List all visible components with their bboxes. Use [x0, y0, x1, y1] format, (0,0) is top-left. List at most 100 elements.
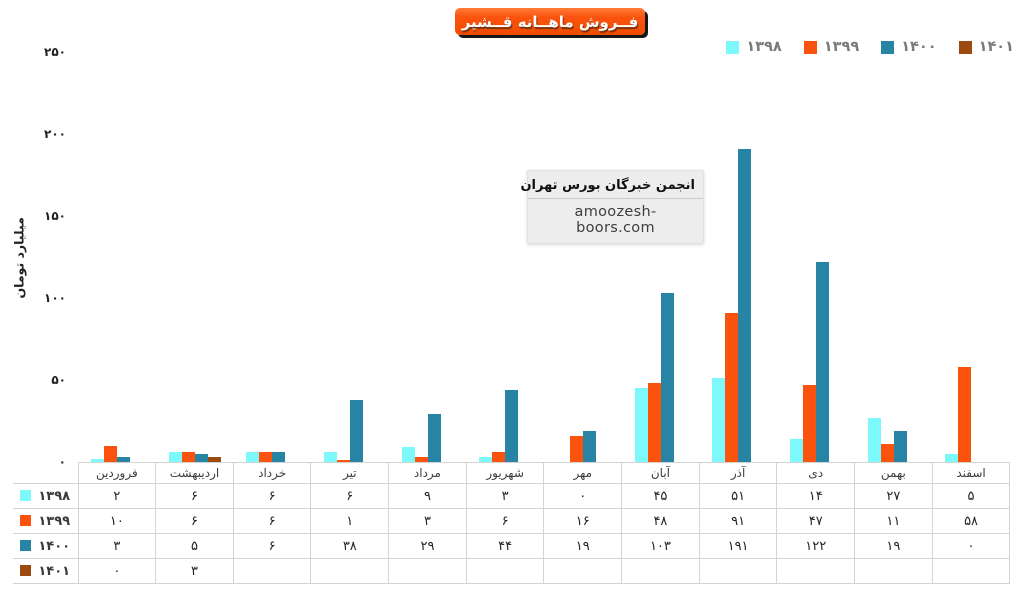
chart-title: فــروش ماهــانه قــشیر: [461, 12, 639, 31]
bar: [867, 417, 881, 462]
bar: [492, 452, 506, 462]
month-header-cell: آذر: [698, 462, 778, 484]
value-cell: ۱۱: [854, 508, 933, 534]
bar: [802, 384, 816, 462]
watermark-box: انجمن خبرگان بورس تهران amoozesh-boors.c…: [520, 170, 704, 244]
value-cell: ۱۰: [77, 508, 157, 534]
value-cell: ۱۹۱: [698, 533, 778, 559]
value-cell: ۵: [931, 483, 1011, 509]
year-label-text: ۱۳۹۹: [38, 513, 71, 529]
bar: [259, 452, 273, 462]
y-axis-tick-label: ۲۰۰: [44, 127, 66, 141]
watermark-url: amoozesh-boors.com: [574, 204, 657, 236]
y-axis-tick-label: ۵۰: [51, 373, 66, 387]
bar: [880, 443, 894, 462]
y-axis-tick-label: ۱۵۰: [44, 209, 66, 223]
bar: [634, 388, 648, 462]
value-cell: ۵۸: [931, 508, 1011, 534]
bar: [246, 452, 260, 462]
year-swatch-icon: [20, 489, 32, 501]
value-cell: ۱: [310, 508, 390, 534]
bar: [712, 378, 726, 462]
bar: [647, 383, 661, 462]
bar: [116, 457, 130, 462]
bar: [207, 457, 221, 462]
month-header-cell: اسفند: [931, 462, 1011, 484]
bar: [738, 148, 752, 462]
value-cell: ۰: [543, 483, 623, 509]
bar: [945, 453, 959, 462]
value-cell: ۳: [388, 508, 467, 534]
bar: [427, 414, 441, 462]
bar: [181, 452, 195, 462]
value-cell: ۴۷: [776, 508, 856, 534]
bar: [582, 430, 596, 462]
bar: [194, 453, 208, 462]
chart-title-badge: فــروش ماهــانه قــشیر: [455, 8, 645, 35]
year-label-text: ۱۴۰۱: [38, 563, 71, 579]
value-cell: ۶: [232, 483, 312, 509]
year-label-text: ۱۳۹۸: [38, 488, 71, 504]
value-cell: ۹۱: [698, 508, 778, 534]
legend-item: ۱۳۹۸: [726, 39, 782, 55]
watermark-title: انجمن خبرگان بورس تهران: [520, 171, 703, 199]
table-data-row: ۱۴۰۰ ۳ ۵ ۶ ۳۸ ۲۹ ۴۴ ۱۹ ۱۰۳ ۱۹۱ ۱۲۲ ۱۹ ۰: [13, 533, 1011, 559]
legend-item: ۱۴۰۰: [881, 39, 937, 55]
year-row-label: ۱۳۹۹: [13, 508, 79, 534]
value-cell: ۱۰۳: [621, 533, 700, 559]
legend-swatch-icon: [803, 40, 817, 54]
legend-swatch-icon: [958, 40, 972, 54]
value-cell: ۶: [232, 533, 312, 559]
value-cell: ۲۹: [388, 533, 467, 559]
table-data-row: ۱۳۹۸ ۲ ۶ ۶ ۶ ۹ ۳ ۰ ۴۵ ۵۱ ۱۴ ۲۷ ۵: [13, 483, 1011, 509]
month-header-cell: مرداد: [388, 462, 467, 484]
value-cell: [232, 558, 312, 584]
value-cell: ۹: [388, 483, 467, 509]
value-cell: ۰: [931, 533, 1011, 559]
value-cell: ۶: [155, 483, 234, 509]
value-cell: [621, 558, 700, 584]
value-cell: ۲۷: [854, 483, 933, 509]
value-cell: ۳۸: [310, 533, 390, 559]
bar: [323, 452, 337, 462]
table-header-row: فروردین اردیبهشت خرداد تیر مرداد شهریور مهر آبا…: [13, 462, 1011, 484]
bar: [789, 439, 803, 462]
month-header-cell: بهمن: [854, 462, 933, 484]
bar: [336, 460, 350, 462]
legend-swatch-icon: [726, 40, 740, 54]
value-cell: [388, 558, 467, 584]
bar: [168, 452, 182, 462]
value-cell: ۶: [310, 483, 390, 509]
bar: [90, 458, 104, 462]
value-cell: ۱۹: [543, 533, 623, 559]
value-cell: [465, 558, 545, 584]
value-cell: [698, 558, 778, 584]
month-header-cell: فروردین: [77, 462, 157, 484]
year-row-label: ۱۴۰۰: [13, 533, 79, 559]
value-cell: ۶: [465, 508, 545, 534]
bar: [958, 366, 972, 462]
year-swatch-icon: [20, 539, 32, 551]
bar: [505, 389, 519, 462]
month-header-cell: تیر: [310, 462, 390, 484]
year-swatch-icon: [20, 514, 32, 526]
bar: [414, 457, 428, 462]
year-swatch-icon: [20, 564, 32, 576]
value-cell: ۶: [232, 508, 312, 534]
bar: [815, 261, 829, 462]
value-cell: ۳: [77, 533, 157, 559]
bar: [660, 293, 674, 462]
value-cell: ۱۲۲: [776, 533, 856, 559]
bar: [349, 399, 363, 462]
bar: [893, 430, 907, 462]
value-cell: [543, 558, 623, 584]
legend-label: ۱۳۹۹: [823, 39, 860, 55]
bar: [479, 457, 493, 462]
value-cell: ۱۶: [543, 508, 623, 534]
legend-item: ۱۴۰۱: [958, 39, 1014, 55]
table-data-row: ۱۴۰۱ ۰ ۳: [13, 558, 1011, 584]
month-header-cell: شهریور: [465, 462, 545, 484]
value-cell: ۵۱: [698, 483, 778, 509]
value-cell: ۳: [465, 483, 545, 509]
